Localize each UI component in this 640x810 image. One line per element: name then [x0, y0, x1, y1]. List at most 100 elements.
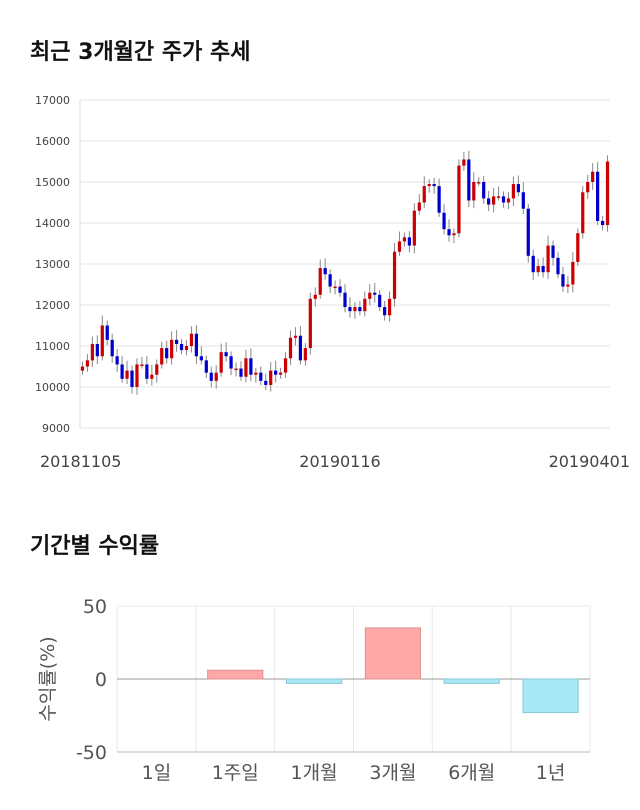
candle-body	[373, 292, 377, 295]
candle	[496, 186, 501, 201]
return-x-tick-label: 1년	[536, 762, 566, 784]
return-bar	[207, 669, 264, 680]
candle-body	[442, 212, 446, 230]
candle-body	[194, 333, 199, 357]
candle-body	[452, 233, 456, 236]
candle	[328, 269, 332, 294]
candle	[269, 361, 273, 392]
candle	[397, 231, 402, 256]
candle-body	[95, 343, 99, 357]
candle	[323, 258, 327, 280]
candle	[378, 289, 382, 312]
candle-body	[546, 245, 550, 273]
candle-body	[581, 192, 585, 234]
candle-body	[209, 372, 213, 381]
return-y-tick-label: 50	[83, 596, 107, 618]
candle-body	[214, 372, 218, 381]
candle-body	[239, 368, 243, 377]
candle	[278, 367, 283, 379]
candle-body	[392, 251, 397, 299]
return-y-axis-label: 수익률(%)	[37, 636, 59, 721]
candle	[600, 216, 605, 231]
candle	[264, 373, 268, 391]
candle	[417, 193, 421, 215]
stock-candlestick-chart: 17000 16000 15000 14000 13000 12000 11000 10000…	[35, 94, 630, 471]
candle-body	[293, 335, 298, 338]
candle	[165, 340, 169, 364]
candle-body	[556, 257, 560, 275]
candle-y-tick-label: 15000	[35, 176, 70, 189]
candle-marks	[80, 150, 610, 395]
candle-body	[274, 370, 278, 375]
candle	[442, 204, 446, 235]
candle-body	[511, 184, 516, 199]
candle-body	[100, 325, 104, 357]
candle-body	[313, 294, 317, 299]
candle-body	[140, 364, 144, 366]
candle-body	[189, 333, 194, 346]
candle	[596, 161, 600, 226]
return-bar	[364, 627, 422, 680]
candle-body	[378, 294, 382, 308]
candle-body	[368, 292, 372, 299]
candle-body	[596, 171, 600, 221]
candle-body	[179, 343, 184, 351]
candle	[516, 175, 520, 197]
candle-body	[170, 339, 174, 359]
candle-body	[363, 298, 367, 312]
candle	[160, 341, 164, 369]
candle-body	[303, 348, 307, 361]
candle-body	[254, 372, 258, 375]
candle	[432, 177, 436, 194]
candle	[333, 280, 337, 295]
candle-body	[467, 159, 471, 201]
candle-body	[85, 360, 90, 367]
candle-x-tick-label: 20190401	[549, 452, 630, 471]
candle	[407, 231, 412, 253]
candle	[95, 335, 99, 365]
candle-body	[536, 266, 540, 273]
candle	[427, 179, 431, 193]
candle-body	[264, 380, 268, 385]
candle	[487, 191, 491, 212]
candle	[531, 249, 535, 280]
candle-body	[145, 364, 149, 379]
candle	[605, 155, 610, 232]
return-grid	[116, 605, 591, 753]
candle	[581, 186, 585, 239]
candle	[541, 257, 545, 278]
candle	[551, 240, 555, 266]
candle-body	[308, 298, 312, 349]
candle-body	[531, 255, 535, 273]
candle-body	[90, 343, 94, 361]
candle	[368, 284, 372, 306]
candle	[259, 366, 263, 385]
candle	[234, 362, 238, 377]
candle-y-tick-label: 12000	[35, 299, 70, 312]
candle-body	[199, 356, 203, 361]
candle-body	[224, 352, 228, 357]
candle-body	[283, 358, 288, 373]
candle	[412, 203, 416, 254]
candle-body	[541, 266, 545, 273]
candle	[283, 352, 288, 378]
candle	[387, 291, 392, 322]
candle	[501, 191, 506, 208]
candle	[135, 358, 139, 395]
candle-body	[576, 233, 580, 262]
candle	[586, 174, 590, 199]
return-x-tick-label: 3개월	[369, 762, 416, 784]
candle	[566, 275, 570, 294]
candle-body	[353, 307, 357, 312]
candle	[338, 279, 342, 297]
candle	[239, 361, 243, 381]
candle-body	[412, 210, 416, 246]
candle-body	[105, 325, 109, 340]
candle-body	[130, 370, 134, 387]
candle-x-ticks: 20181105 20190116 20190401	[40, 452, 630, 471]
candle	[472, 172, 476, 209]
candle	[422, 176, 426, 208]
candle	[214, 365, 218, 389]
candle	[506, 192, 511, 210]
candle-body	[516, 184, 520, 193]
